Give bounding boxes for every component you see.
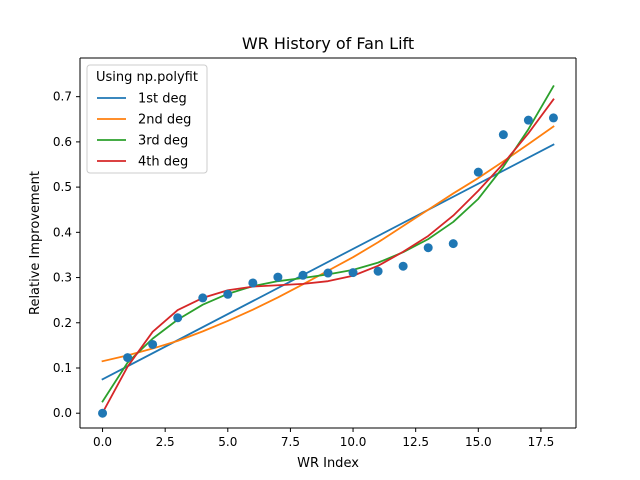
data-point [498, 130, 508, 140]
y-tick-label: 0.6 [53, 135, 72, 149]
x-tick-label: 7.5 [281, 435, 300, 449]
chart-title: WR History of Fan Lift [242, 34, 414, 53]
data-point [223, 289, 233, 299]
y-tick-label: 0.3 [53, 271, 72, 285]
y-axis-label: Relative Improvement [28, 171, 43, 315]
data-point [348, 268, 358, 278]
legend-label-2: 2nd deg [138, 113, 191, 128]
data-point [173, 313, 183, 323]
legend-label-3: 3rd deg [138, 134, 188, 149]
legend-title: Using np.polyfit [96, 70, 198, 85]
x-axis-ticks: 0.0 2.5 5.0 7.5 10.0 12.5 15.0 17.5 [93, 428, 554, 449]
x-tick-label: 15.0 [465, 435, 492, 449]
legend-label-1: 1st deg [138, 92, 187, 107]
x-tick-label: 5.0 [218, 435, 237, 449]
data-point [323, 268, 333, 278]
series-line-4 [101, 98, 555, 414]
data-point [298, 270, 308, 280]
y-tick-label: 0.0 [53, 406, 72, 420]
y-tick-label: 0.5 [53, 180, 72, 194]
x-tick-label: 12.5 [402, 435, 429, 449]
data-point [148, 339, 158, 349]
data-point [523, 115, 533, 125]
legend-box [86, 64, 208, 174]
data-point [123, 353, 133, 363]
axes-frame [79, 57, 577, 429]
data-point [373, 266, 383, 276]
x-tick-label: 2.5 [156, 435, 175, 449]
data-point [273, 272, 283, 282]
data-point [423, 243, 433, 253]
data-point [248, 278, 258, 288]
legend-label-4: 4th deg [138, 155, 188, 170]
y-tick-label: 0.2 [53, 316, 72, 330]
legend-items: 1st deg 2nd deg 3rd deg 4th deg [97, 92, 191, 170]
data-point [198, 293, 208, 303]
data-point [98, 408, 108, 418]
x-axis-label: WR Index [297, 456, 359, 471]
y-tick-label: 0.7 [53, 90, 72, 104]
x-tick-label: 0.0 [93, 435, 112, 449]
y-tick-label: 0.1 [53, 361, 72, 375]
data-point [448, 239, 458, 249]
data-point [398, 261, 408, 271]
x-tick-label: 17.5 [528, 435, 555, 449]
y-axis-ticks: 0.0 0.1 0.2 0.3 0.4 0.5 0.6 0.7 [53, 90, 80, 420]
legend: Using np.polyfit 1st deg 2nd deg 3rd deg 4t… [86, 64, 208, 174]
y-tick-label: 0.4 [53, 225, 72, 239]
data-point [473, 167, 483, 177]
data-points [98, 113, 558, 418]
x-tick-label: 10.0 [340, 435, 367, 449]
data-point [548, 113, 558, 123]
